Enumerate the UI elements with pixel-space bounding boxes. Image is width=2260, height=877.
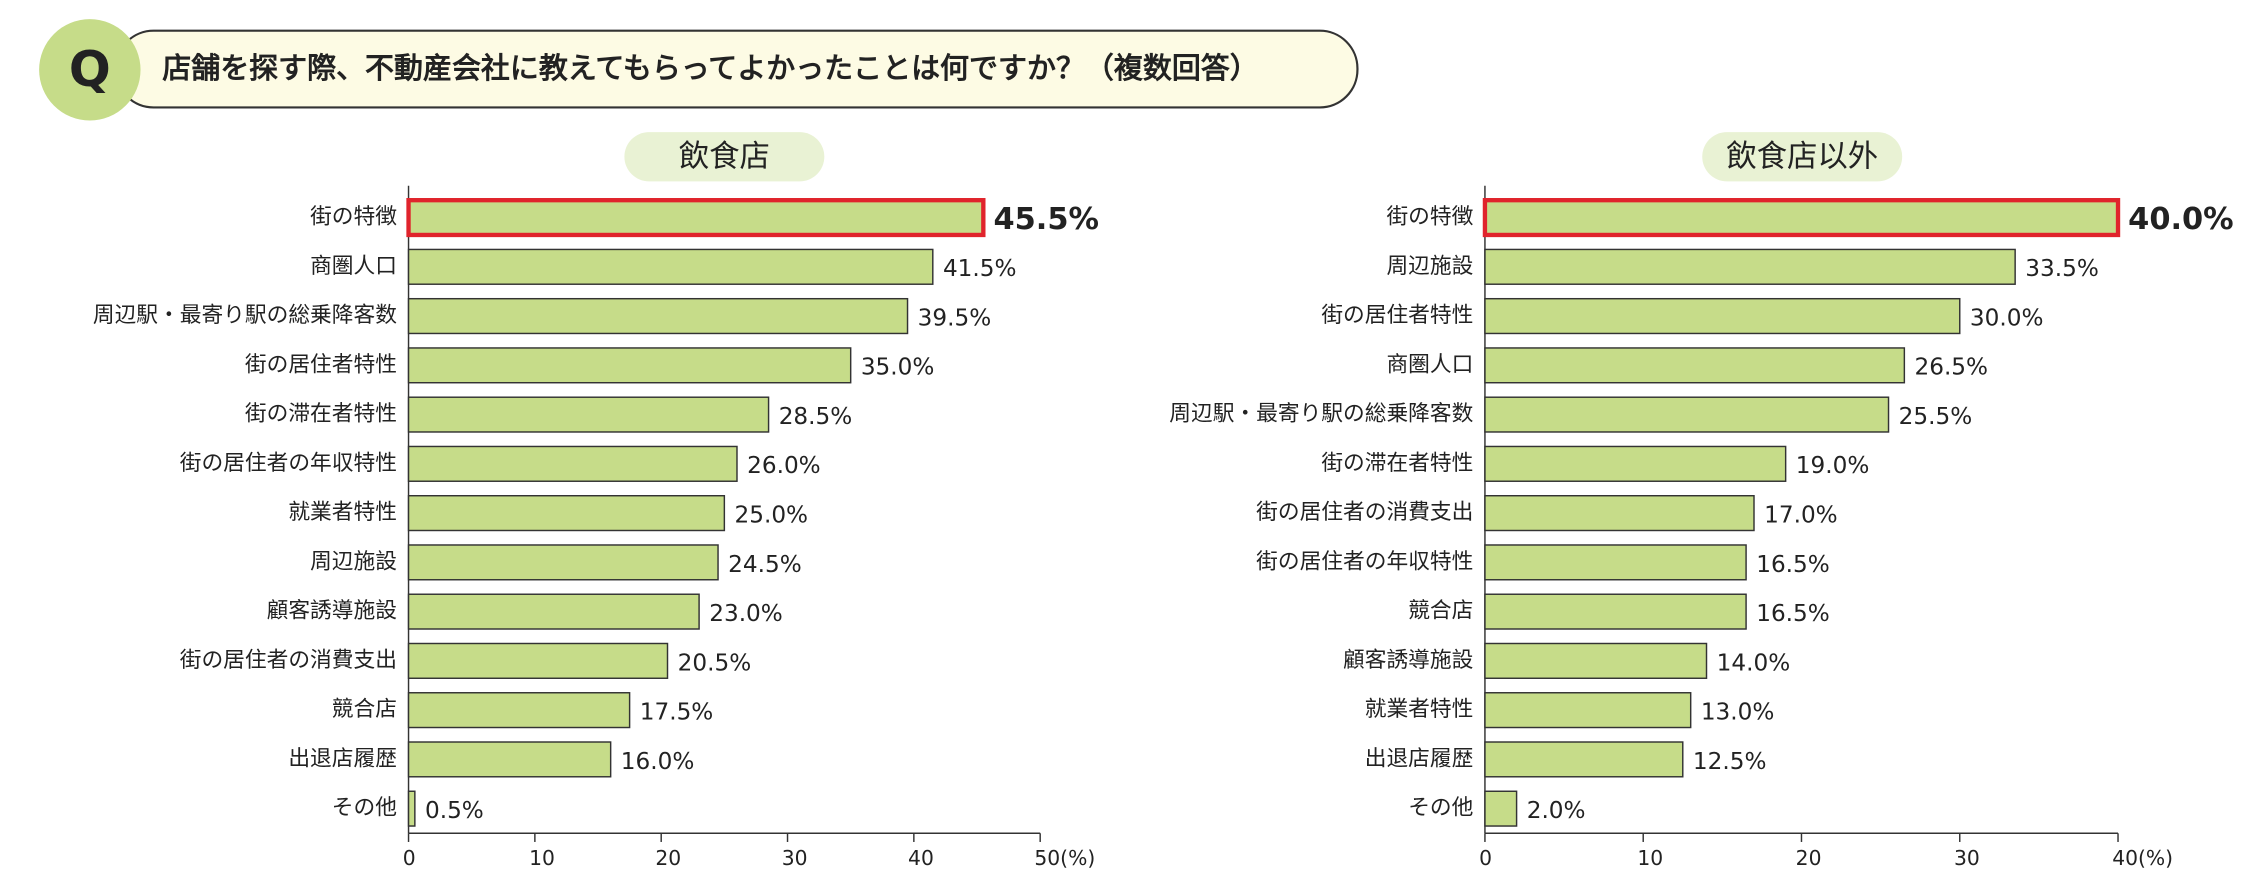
x-tick-label: 40 xyxy=(908,846,934,870)
badge-circle xyxy=(39,19,141,121)
value-label: 26.5% xyxy=(1914,354,1988,381)
title-pill xyxy=(1702,132,1903,182)
category-label: 競合店 xyxy=(332,697,397,722)
value-label: 26.0% xyxy=(747,452,821,479)
x-tick-label: 50(%) xyxy=(1034,846,1095,870)
category-label: その他 xyxy=(1408,796,1473,821)
bar xyxy=(407,741,612,778)
category-label: 街の滞在者特性 xyxy=(245,402,397,427)
x-tick-label: 0 xyxy=(1479,846,1492,870)
bar xyxy=(407,692,631,729)
category-label: 周辺駅・最寄り駅の総乗降客数 xyxy=(93,303,397,328)
value-label: 28.5% xyxy=(779,403,853,430)
category-label: 街の居住者の年収特性 xyxy=(180,451,397,476)
category-label: 出退店履歴 xyxy=(1365,746,1474,771)
value-label: 39.5% xyxy=(918,304,992,331)
value-label: 16.0% xyxy=(621,748,695,775)
bar xyxy=(1484,396,1890,433)
value-label: 2.0% xyxy=(1527,797,1586,824)
category-label: 周辺施設 xyxy=(310,549,397,574)
category-label: 街の居住者の年収特性 xyxy=(1256,549,1473,574)
bar xyxy=(1484,692,1692,729)
category-label: 顧客誘導施設 xyxy=(267,599,397,624)
bar xyxy=(1484,347,1906,384)
value-label: 19.0% xyxy=(1796,452,1870,479)
value-label: 25.0% xyxy=(735,502,809,529)
bar xyxy=(407,248,934,285)
value-label: 0.5% xyxy=(425,797,484,824)
category-label: 街の居住者の消費支出 xyxy=(1256,500,1473,525)
category-label: 周辺施設 xyxy=(1386,254,1473,279)
bar xyxy=(1484,544,1747,581)
bar xyxy=(1484,297,1961,335)
category-label: 街の特徴 xyxy=(1386,205,1473,230)
question-badge: Q xyxy=(69,40,111,98)
category-label: 顧客誘導施設 xyxy=(1343,648,1473,673)
value-label: 13.0% xyxy=(1701,699,1775,726)
value-label: 24.5% xyxy=(728,551,802,578)
x-tick-label: 0 xyxy=(403,846,416,870)
category-label: 就業者特性 xyxy=(288,500,397,525)
value-label: 45.5% xyxy=(993,202,1099,237)
bar xyxy=(407,347,852,384)
category-label: 出退店履歴 xyxy=(288,746,397,771)
value-label: 16.5% xyxy=(1756,551,1830,578)
value-label: 40.0% xyxy=(2128,202,2234,237)
bar xyxy=(407,396,770,433)
category-label: 商圏人口 xyxy=(1386,352,1473,377)
x-tick-label: 10 xyxy=(529,846,555,870)
value-label: 30.0% xyxy=(1970,304,2044,331)
category-label: 街の居住者特性 xyxy=(1321,303,1473,328)
bar xyxy=(1484,593,1747,630)
x-tick-label: 40(%) xyxy=(2112,846,2173,870)
value-label: 41.5% xyxy=(943,255,1017,282)
bar xyxy=(1484,741,1684,778)
value-label: 17.5% xyxy=(640,699,714,726)
value-label: 35.0% xyxy=(861,354,935,381)
bar xyxy=(407,593,700,630)
value-label: 33.5% xyxy=(2025,255,2099,282)
chart-title: 飲食店 xyxy=(679,140,770,175)
bar xyxy=(1484,494,1755,532)
category-label: 街の居住者の消費支出 xyxy=(180,648,397,673)
value-label: 17.0% xyxy=(1764,502,1838,529)
bar xyxy=(1484,248,2016,285)
bar xyxy=(407,642,669,679)
value-label: 16.5% xyxy=(1756,600,1830,627)
x-tick-label: 30 xyxy=(1954,846,1980,870)
x-tick-label: 30 xyxy=(782,846,808,870)
category-label: 商圏人口 xyxy=(310,254,397,279)
value-label: 23.0% xyxy=(709,600,783,627)
chart-title: 飲食店以外 xyxy=(1726,140,1878,175)
category-label: 街の居住者特性 xyxy=(245,352,397,377)
category-label: 街の特徴 xyxy=(310,205,397,230)
value-label: 14.0% xyxy=(1717,649,1791,676)
category-label: 就業者特性 xyxy=(1365,697,1474,722)
value-label: 20.5% xyxy=(678,649,752,676)
category-label: 街の滞在者特性 xyxy=(1321,451,1473,476)
bar xyxy=(1484,642,1708,679)
value-label: 25.5% xyxy=(1899,403,1973,430)
bar xyxy=(1484,790,1518,827)
bar xyxy=(407,445,738,482)
category-label: 周辺駅・最寄り駅の総乗降客数 xyxy=(1169,402,1473,427)
bar xyxy=(407,297,909,335)
bar xyxy=(407,494,726,532)
category-label: 競合店 xyxy=(1408,599,1473,624)
x-tick-label: 20 xyxy=(655,846,681,870)
category-label: その他 xyxy=(332,796,397,821)
x-tick-label: 20 xyxy=(1796,846,1822,870)
bar xyxy=(406,198,986,238)
bar xyxy=(1482,198,2121,238)
title-pill xyxy=(624,132,825,182)
bar xyxy=(1484,445,1787,482)
bar xyxy=(407,544,719,581)
x-tick-label: 10 xyxy=(1637,846,1663,870)
bar xyxy=(407,790,416,827)
value-label: 12.5% xyxy=(1693,748,1767,775)
question-text: 店舗を探す際、不動産会社に教えてもらってよかったことは何ですか？（複数回答） xyxy=(162,51,1258,85)
